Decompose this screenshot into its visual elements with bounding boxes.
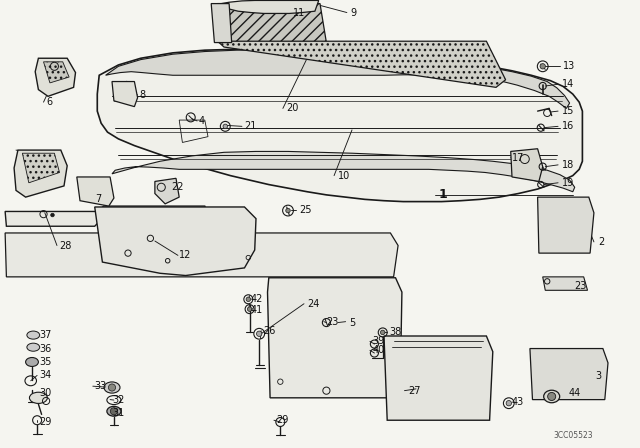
Text: 8: 8: [140, 90, 146, 100]
Text: 35: 35: [40, 357, 52, 367]
Circle shape: [246, 297, 251, 302]
Polygon shape: [95, 207, 256, 276]
Text: 39: 39: [372, 336, 385, 346]
Polygon shape: [35, 58, 76, 96]
Text: 25: 25: [300, 205, 312, 215]
Text: 2: 2: [598, 237, 605, 247]
Ellipse shape: [543, 390, 559, 403]
Text: 3CC05523: 3CC05523: [553, 431, 593, 440]
Circle shape: [548, 392, 556, 401]
Circle shape: [257, 331, 262, 336]
Text: 28: 28: [59, 241, 71, 250]
Polygon shape: [218, 41, 506, 87]
Polygon shape: [543, 277, 588, 290]
Circle shape: [110, 408, 118, 415]
Circle shape: [540, 64, 545, 69]
Polygon shape: [216, 0, 319, 13]
Text: 23: 23: [326, 317, 339, 327]
Text: 36: 36: [40, 344, 52, 353]
Polygon shape: [97, 49, 582, 202]
Polygon shape: [268, 278, 402, 398]
Text: 24: 24: [307, 299, 319, 309]
Polygon shape: [511, 149, 543, 181]
Text: 13: 13: [563, 61, 575, 71]
Text: 6: 6: [46, 97, 52, 107]
Circle shape: [108, 384, 116, 391]
Polygon shape: [22, 153, 60, 183]
Text: 44: 44: [568, 388, 580, 398]
Ellipse shape: [29, 392, 47, 403]
Text: 27: 27: [408, 386, 421, 396]
Text: 38: 38: [389, 327, 401, 337]
Text: 7: 7: [95, 194, 101, 204]
Text: 23: 23: [575, 281, 587, 291]
Ellipse shape: [104, 382, 120, 393]
Polygon shape: [44, 62, 69, 83]
Text: 22: 22: [172, 182, 184, 192]
Text: 14: 14: [562, 79, 574, 89]
Ellipse shape: [26, 358, 38, 366]
Polygon shape: [5, 233, 398, 277]
Text: 26: 26: [264, 326, 276, 336]
Text: 19: 19: [562, 178, 574, 188]
Ellipse shape: [107, 406, 121, 416]
Ellipse shape: [27, 343, 40, 351]
Text: 21: 21: [244, 121, 257, 131]
Text: 31: 31: [112, 408, 124, 418]
Polygon shape: [218, 4, 326, 56]
Text: 33: 33: [95, 381, 107, 391]
Circle shape: [223, 124, 228, 129]
Text: 40: 40: [372, 345, 385, 355]
Polygon shape: [530, 349, 608, 400]
Polygon shape: [106, 50, 570, 108]
Text: 10: 10: [338, 171, 350, 181]
Text: 18: 18: [562, 160, 574, 170]
Circle shape: [380, 330, 385, 335]
Text: 16: 16: [562, 121, 574, 131]
Polygon shape: [77, 177, 114, 206]
Polygon shape: [538, 197, 594, 253]
Polygon shape: [155, 178, 179, 204]
Polygon shape: [211, 4, 232, 43]
Text: 1: 1: [438, 188, 447, 202]
Polygon shape: [112, 82, 138, 107]
Text: 34: 34: [40, 370, 52, 380]
Text: 15: 15: [562, 106, 574, 116]
Polygon shape: [384, 336, 493, 420]
Circle shape: [506, 401, 511, 406]
Text: 5: 5: [349, 318, 355, 327]
Polygon shape: [14, 150, 67, 197]
Text: 43: 43: [512, 397, 524, 407]
Text: 32: 32: [112, 395, 124, 405]
Text: 29: 29: [40, 417, 52, 427]
Text: 37: 37: [40, 330, 52, 340]
Text: 41: 41: [251, 305, 263, 315]
Text: 42: 42: [251, 294, 263, 304]
Circle shape: [51, 213, 54, 217]
Text: 9: 9: [351, 8, 357, 17]
Polygon shape: [112, 151, 575, 192]
Text: 29: 29: [276, 415, 289, 425]
Polygon shape: [5, 206, 210, 226]
Circle shape: [248, 307, 252, 311]
Text: 17: 17: [512, 153, 524, 163]
Text: 11: 11: [293, 8, 305, 17]
Text: 30: 30: [40, 388, 52, 398]
Text: 12: 12: [179, 250, 191, 260]
Ellipse shape: [27, 331, 40, 339]
Text: 20: 20: [287, 103, 299, 113]
Circle shape: [285, 208, 291, 213]
Text: 4: 4: [198, 116, 205, 126]
Text: 3: 3: [595, 371, 602, 381]
